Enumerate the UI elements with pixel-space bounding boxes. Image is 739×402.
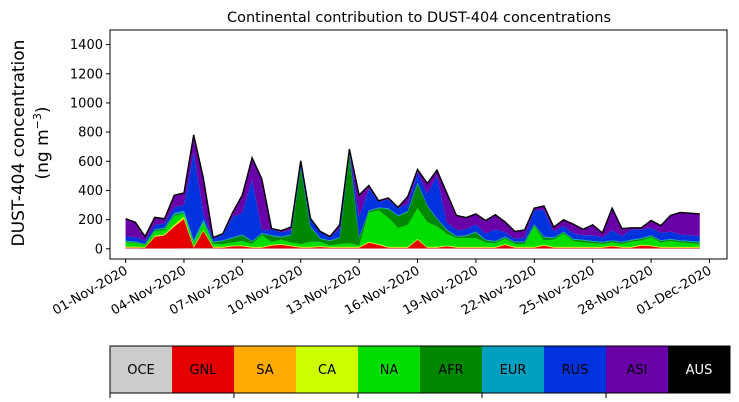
legend-swatch-rus	[544, 346, 606, 393]
legend-label-aus: AUS	[686, 363, 713, 378]
y-axis-unit-exponent: −3	[31, 113, 44, 129]
legend-label-rus: RUS	[562, 363, 589, 378]
legend-label-ca: CA	[318, 363, 336, 378]
legend-label-na: NA	[380, 363, 399, 378]
y-tick-label: 0	[95, 242, 103, 257]
y-axis-label-line2: (ng m−3)	[31, 106, 53, 179]
legend-swatch-asi	[606, 346, 668, 393]
y-tick-label: 1200	[70, 67, 103, 82]
legend-swatch-sa	[234, 346, 296, 393]
y-axis-unit: (ng m	[33, 129, 53, 179]
legend-swatch-gnl	[172, 346, 234, 393]
y-tick-label: 600	[78, 155, 103, 170]
plot-frame	[109, 29, 728, 260]
legend-label-asi: ASI	[627, 363, 648, 378]
area-series-rus	[125, 150, 700, 244]
y-tick-label: 400	[78, 184, 103, 199]
legend-swatch-ca	[296, 346, 358, 393]
legend-label-sa: SA	[256, 363, 273, 378]
legend-frame	[109, 345, 731, 394]
total-outline	[125, 134, 700, 239]
legend-label-gnl: GNL	[189, 363, 217, 378]
area-series-na	[125, 208, 700, 248]
legend-swatch-aus	[668, 346, 730, 393]
legend-colorbar: OCE GNL SA CA NA AFR EUR RUS ASI AUS	[109, 345, 731, 398]
legend-swatch-afr	[420, 346, 482, 393]
y-axis-label: DUST-404 concentration (ng m−3)	[9, 40, 53, 247]
y-axis-label-line1: DUST-404 concentration	[9, 40, 29, 247]
area-series-gnl	[125, 219, 700, 249]
y-tick-label: 1400	[70, 38, 103, 53]
legend-swatch-na	[358, 346, 420, 393]
y-tick-label: 1000	[70, 96, 103, 111]
axes: 020040060080010001200140001-Nov-202004-N…	[50, 29, 728, 319]
y-tick-label: 800	[78, 126, 103, 141]
legend-swatch-eur	[482, 346, 544, 393]
area-series-asi	[125, 135, 700, 241]
legend-label-afr: AFR	[438, 363, 463, 378]
y-axis-unit-close: )	[33, 106, 53, 113]
legend-swatch-oce	[110, 346, 172, 393]
chart-title: Continental contribution to DUST-404 con…	[227, 10, 611, 26]
legend-label-oce: OCE	[127, 363, 155, 378]
y-tick-label: 200	[78, 213, 103, 228]
legend-label-eur: EUR	[500, 363, 527, 378]
area-series-afr	[125, 154, 700, 246]
plot-area	[125, 134, 700, 249]
